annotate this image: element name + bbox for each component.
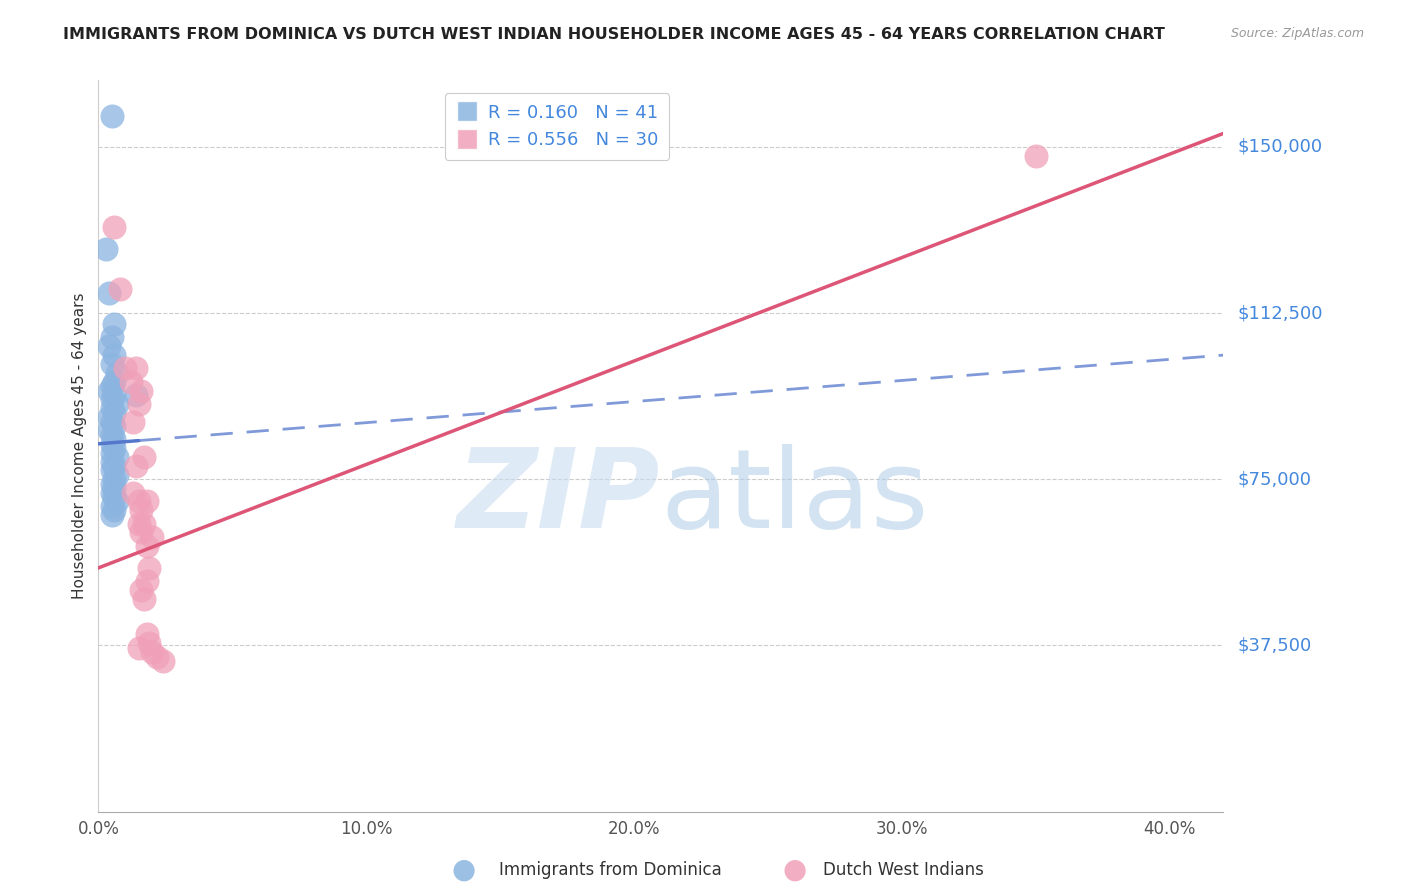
Text: $112,500: $112,500 [1237,304,1323,322]
Point [141,530,163,544]
Point [96,242,118,256]
Point [152,654,174,668]
Legend: R = 0.160   N = 41, R = 0.556   N = 30: R = 0.160 N = 41, R = 0.556 N = 30 [444,93,669,160]
Point [125,458,148,473]
Point [101,401,124,416]
Point [98,384,121,398]
Point [101,508,124,522]
Text: ZIP: ZIP [457,443,661,550]
Point [101,428,124,442]
Text: ●: ● [782,855,807,884]
Point [122,485,145,500]
Point [105,397,128,411]
Point [101,445,124,459]
Text: atlas: atlas [661,443,929,550]
Point [138,561,160,575]
Point [103,503,125,517]
Point [129,525,152,540]
Point [138,636,160,650]
Point [103,348,125,362]
Point [103,481,125,495]
Point [101,485,124,500]
Text: $75,000: $75,000 [1237,470,1312,488]
Point [125,388,148,402]
Point [101,463,124,477]
Text: Source: ZipAtlas.com: Source: ZipAtlas.com [1230,27,1364,40]
Point [1025,148,1047,162]
Point [103,458,125,473]
Point [101,437,124,451]
Point [101,499,124,513]
Point [128,397,150,411]
Point [103,388,125,402]
Point [103,375,125,389]
Text: ●: ● [451,855,477,884]
Point [105,467,128,482]
Point [129,503,152,517]
Point [108,282,131,296]
Point [101,415,124,429]
Point [146,649,169,664]
Text: $37,500: $37,500 [1237,637,1312,655]
Point [103,419,125,434]
Point [125,361,148,376]
Point [103,317,125,331]
Point [101,454,124,468]
Point [103,219,125,234]
Point [101,476,124,491]
Point [101,109,124,123]
Point [103,433,125,447]
Point [128,494,150,508]
Text: Immigrants from Dominica: Immigrants from Dominica [499,861,721,879]
Point [135,627,157,641]
Point [105,366,128,380]
Point [103,472,125,486]
Point [120,375,142,389]
Point [101,392,124,407]
Point [132,591,155,606]
Point [103,441,125,455]
Point [103,406,125,420]
Y-axis label: Householder Income Ages 45 - 64 years: Householder Income Ages 45 - 64 years [72,293,87,599]
Point [122,415,145,429]
Point [135,574,157,589]
Point [132,516,155,531]
Point [141,645,163,659]
Point [129,583,152,598]
Text: IMMIGRANTS FROM DOMINICA VS DUTCH WEST INDIAN HOUSEHOLDER INCOME AGES 45 - 64 YE: IMMIGRANTS FROM DOMINICA VS DUTCH WEST I… [63,27,1166,42]
Point [132,450,155,464]
Point [135,494,157,508]
Point [105,494,128,508]
Point [105,450,128,464]
Point [101,379,124,393]
Text: Dutch West Indians: Dutch West Indians [823,861,983,879]
Point [135,539,157,553]
Point [98,410,121,425]
Point [128,516,150,531]
Point [114,361,136,376]
Point [128,640,150,655]
Point [98,424,121,438]
Point [98,286,121,301]
Point [98,339,121,353]
Point [101,357,124,371]
Point [103,490,125,504]
Text: $150,000: $150,000 [1237,137,1322,156]
Point [129,384,152,398]
Point [101,330,124,344]
